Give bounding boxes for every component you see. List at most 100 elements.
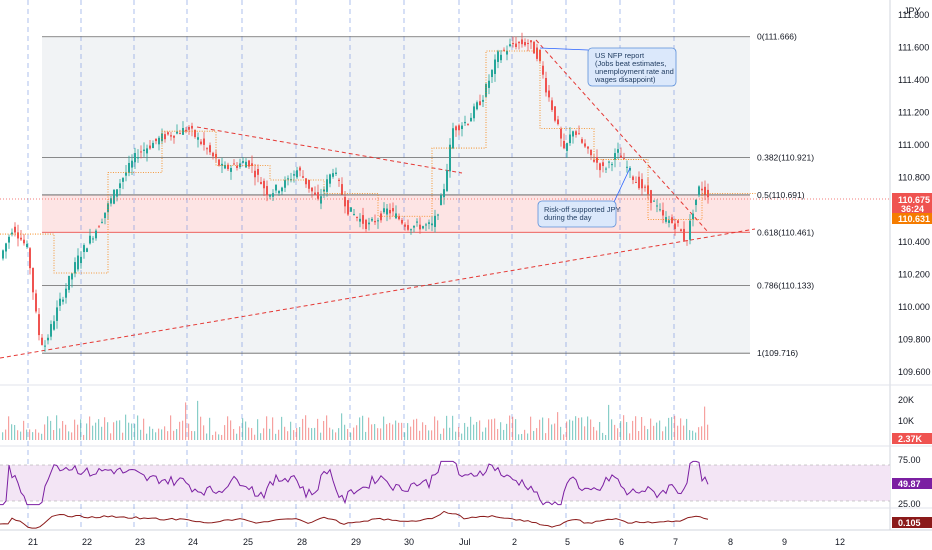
candle-body xyxy=(281,187,283,192)
candle-body xyxy=(572,131,574,137)
volume-bar xyxy=(614,424,616,440)
volume-bar xyxy=(518,434,520,440)
candle-body xyxy=(395,213,397,219)
volume-bar xyxy=(674,415,676,440)
candle-body xyxy=(92,238,94,240)
volume-bar xyxy=(407,423,409,440)
volume-bar xyxy=(371,424,373,440)
volume-bar xyxy=(341,413,343,440)
candle-body xyxy=(461,125,463,130)
ascending-support-line[interactable] xyxy=(0,228,756,359)
volume-bar xyxy=(65,424,67,440)
candle-body xyxy=(416,221,418,223)
candle-body xyxy=(11,232,13,235)
volume-bar xyxy=(608,404,610,440)
candle-body xyxy=(473,106,475,119)
rsi-band xyxy=(0,465,890,501)
nfp-annotation[interactable]: US NFP report (Jobs beat estimates, unem… xyxy=(539,47,677,87)
candle-body xyxy=(146,148,148,154)
candle-body xyxy=(629,167,631,171)
price-tick-label: 111.200 xyxy=(898,107,929,117)
candle-body xyxy=(188,126,190,130)
candle-body xyxy=(299,167,301,171)
volume-bar xyxy=(2,432,4,440)
candle-body xyxy=(569,134,571,144)
volume-bar xyxy=(26,429,28,440)
volume-bar xyxy=(179,421,181,440)
volume-bar xyxy=(113,422,115,440)
volume-bar xyxy=(14,424,16,440)
volume-bar xyxy=(290,421,292,440)
volume-bar xyxy=(206,433,208,440)
volume-bar xyxy=(344,424,346,440)
volume-bar xyxy=(278,429,280,440)
time-tick-label: 30 xyxy=(404,537,414,547)
volume-bar xyxy=(116,420,118,440)
volume-bar xyxy=(227,416,229,440)
volume-bar xyxy=(380,428,382,440)
candle-body xyxy=(44,345,46,347)
candle-body xyxy=(101,221,103,223)
candle-body xyxy=(107,203,109,213)
volume-bar xyxy=(197,400,199,440)
volume-bar xyxy=(671,417,673,440)
volume-bar xyxy=(611,419,613,440)
nfp-annotation-box xyxy=(587,47,677,87)
riskoff-annotation[interactable]: Risk-off supported JPY during the day xyxy=(537,167,631,228)
volume-bar xyxy=(362,415,364,440)
nfp-downtrend-line[interactable] xyxy=(535,39,709,233)
nfp-annotation-line-3: unemployment rate and xyxy=(595,67,674,76)
volume-bar xyxy=(578,417,580,440)
rsi-tick-lower: 25.00 xyxy=(898,499,921,509)
volume-bar xyxy=(17,430,19,440)
marker-price-tag: 110.631 xyxy=(892,213,932,224)
candle-body xyxy=(428,222,430,224)
volume-bar xyxy=(296,427,298,440)
volume-bar xyxy=(479,420,481,440)
candle-body xyxy=(575,131,577,135)
candle-body xyxy=(482,99,484,102)
volume-bar xyxy=(281,416,283,440)
candle-body xyxy=(542,65,544,75)
marker-price-tag-bg xyxy=(892,213,932,224)
macd-last-value: 0.105 xyxy=(898,518,921,528)
candle-body xyxy=(656,205,658,207)
candle-body xyxy=(389,209,391,214)
volume-bar xyxy=(707,424,709,440)
volume-bar xyxy=(458,427,460,440)
volume-bar xyxy=(482,431,484,440)
volume-bar xyxy=(110,433,112,440)
last-price-tag: 110.675 36:24 xyxy=(892,193,932,215)
volume-bar xyxy=(188,423,190,440)
fib-level-label: 0.5(110.691) xyxy=(757,190,805,200)
volume-bar xyxy=(305,415,307,440)
candle-body xyxy=(86,248,88,252)
volume-bar xyxy=(635,416,637,440)
candle-body xyxy=(50,324,52,337)
volume-last-tag-bg xyxy=(892,433,932,444)
time-tick-label: 24 xyxy=(188,537,198,547)
volume-bar xyxy=(452,415,454,440)
volume-bar xyxy=(620,421,622,440)
volume-bar xyxy=(47,416,49,440)
volume-bar xyxy=(587,416,589,440)
candle-body xyxy=(206,148,208,150)
volume-bar xyxy=(416,418,418,440)
candle-body xyxy=(638,176,640,189)
candle-body xyxy=(128,162,130,173)
candle-body xyxy=(368,222,370,225)
volume-bar xyxy=(152,428,154,440)
candle-body xyxy=(311,187,313,192)
candle-body xyxy=(584,143,586,147)
fib-level-label: 1(109.716) xyxy=(757,348,798,358)
volume-bar xyxy=(119,420,121,440)
volume-bar xyxy=(95,422,97,440)
volume-bar xyxy=(497,428,499,440)
candle-body xyxy=(608,161,610,163)
descending-resistance-line[interactable] xyxy=(196,126,463,174)
candle-body xyxy=(257,169,259,175)
macd-line xyxy=(0,510,709,529)
candle-body xyxy=(248,160,250,167)
volume-bar xyxy=(434,416,436,440)
